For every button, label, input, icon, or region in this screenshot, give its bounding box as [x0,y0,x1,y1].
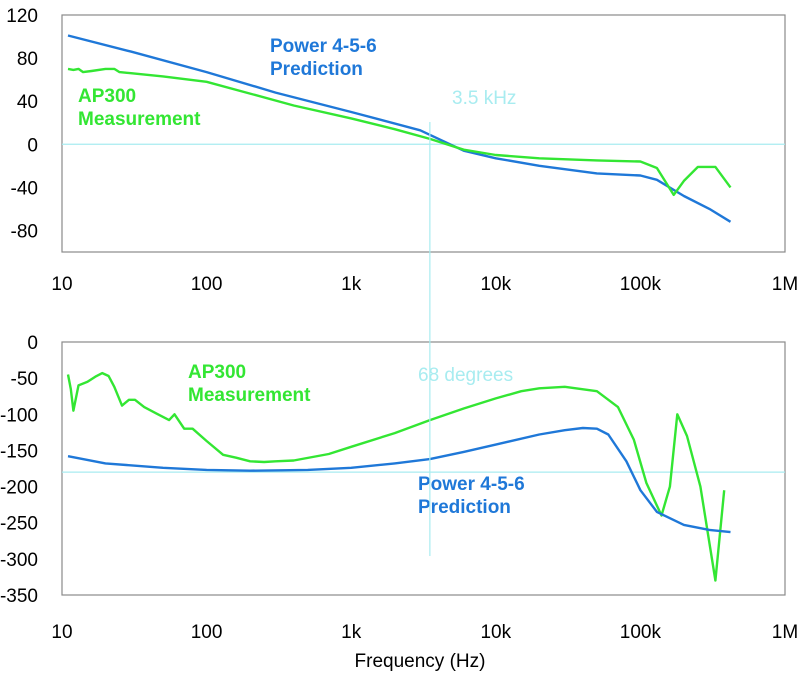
magnitude-panel: 120 80 40 0 -40 -80 Power 4-5-6 Prediction AP300… [6,6,786,253]
y-tick-label: -250 [0,514,38,535]
plot-frame [61,341,786,596]
measurement-series-line [66,371,726,582]
y-tick-label: -350 [0,586,38,607]
annotations: 3.5 kHz 68 degrees [418,88,516,386]
crossover-frequency-label: 3.5 kHz [452,88,516,109]
x-tick-label: 1k [341,622,362,643]
x-tick-label: 100k [620,622,662,643]
x-tick-label: 100 [191,622,223,643]
prediction-series-line [67,34,732,223]
x-tick-label: 10 [51,622,72,643]
x-tick-label: 1k [341,274,362,295]
phase-x-axis: 10 100 1k 10k 100k 1M [51,622,798,643]
y-tick-label: -300 [0,550,38,571]
x-tick-label: 100 [191,274,223,295]
y-tick-label: -80 [11,221,38,242]
x-tick-label: 10k [480,274,511,295]
measurement-series-line [67,67,732,197]
prediction-series-line [67,426,731,534]
y-tick-label: -40 [11,178,38,199]
y-tick-label: -50 [11,369,38,390]
y-tick-label: 80 [17,49,38,70]
phase-panel: 0 -50 -100 -150 -200 -250 -300 -350 AP300 Measure… [0,333,786,607]
x-axis-title: Frequency (Hz) [355,651,486,672]
x-tick-label: 1M [772,274,798,295]
y-tick-label: 0 [27,135,38,156]
y-tick-label: 40 [17,92,38,113]
magnitude-x-axis: 10 100 1k 10k 100k 1M [51,274,798,295]
y-tick-label: -100 [0,405,38,426]
measurement-series-label: AP300 Measurement [78,86,201,130]
plot-frame [61,14,786,253]
y-tick-label: -150 [0,441,38,462]
x-tick-label: 10k [480,622,511,643]
x-tick-label: 100k [620,274,662,295]
prediction-series-label: Power 4-5-6 Prediction [418,474,525,518]
y-tick-label: 120 [6,6,38,27]
prediction-series-label: Power 4-5-6 Prediction [270,36,377,80]
y-tick-label: 0 [27,333,38,354]
phase-margin-label: 68 degrees [418,365,513,386]
x-tick-label: 10 [51,274,72,295]
y-tick-label: -200 [0,478,38,499]
x-tick-label: 1M [772,622,798,643]
measurement-series-label: AP300 Measurement [188,362,311,406]
